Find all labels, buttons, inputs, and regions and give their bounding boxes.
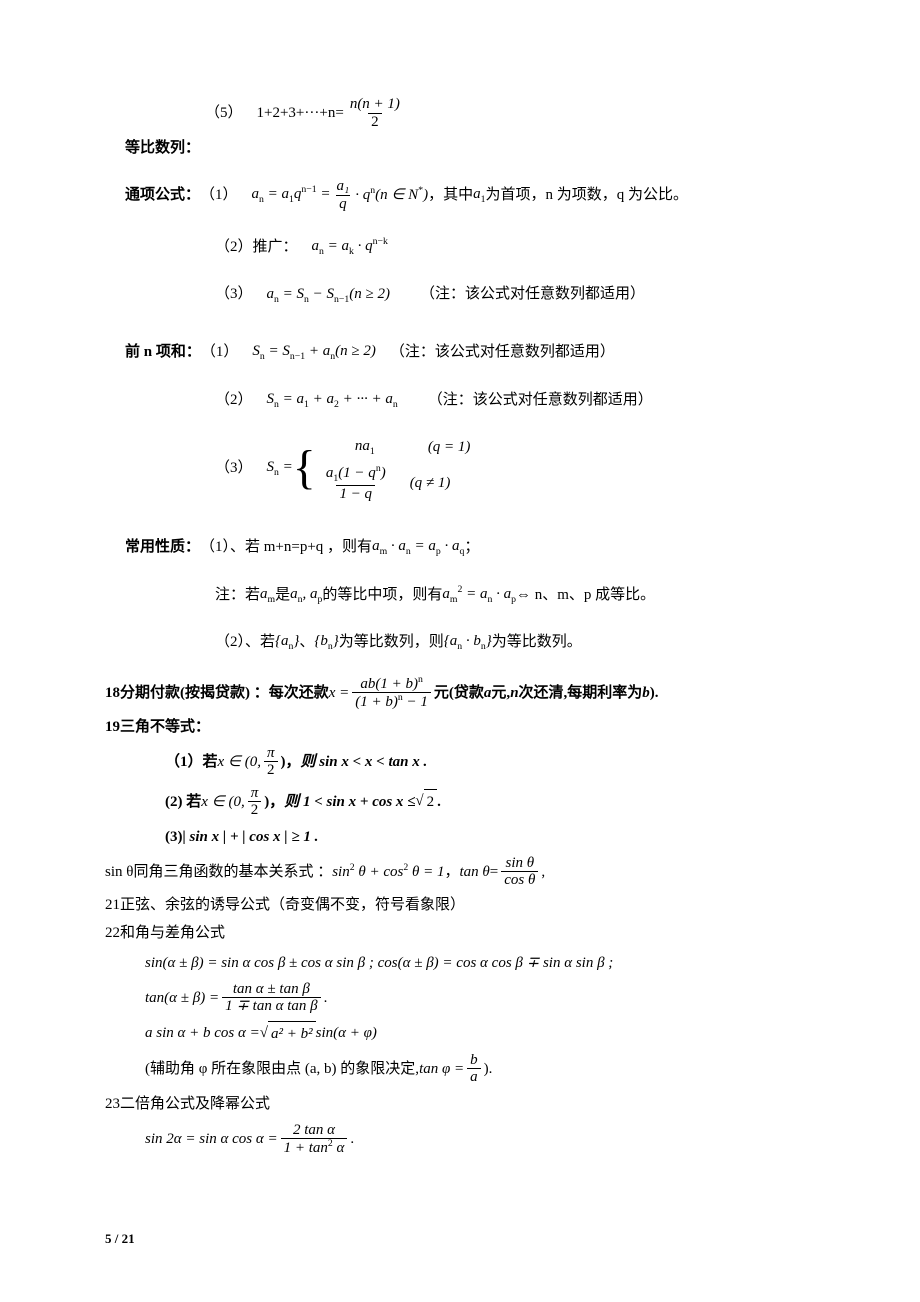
cases-brace: { na1 (q = 1) a1(1 − qn) 1 − q (q ≠ 1) bbox=[293, 434, 471, 502]
page-footer: 5 / 21 bbox=[0, 1231, 920, 1247]
label-head: 通项公式： bbox=[125, 183, 200, 207]
eq-sum-natural: （5） 1+2+3+···+n= n(n + 1) 2 bbox=[105, 96, 815, 130]
topic-20: sin θ 同角三角函数的基本关系式 ： sin2 θ + cos2 θ = 1… bbox=[105, 855, 815, 889]
geom-general-1: 通项公式： （1） an = a1qn−1 = a₁ q · qn (n ∈ N… bbox=[105, 178, 815, 212]
topic-22-line4: (辅助角 φ 所在象限由点 (a, b) 的象限决定, tan φ = ba )… bbox=[105, 1052, 815, 1086]
geom-sum-3: （3） Sn = { na1 (q = 1) a1(1 − qn) 1 − q … bbox=[105, 434, 815, 502]
topic-22: 22 和角与差角公式 bbox=[105, 921, 815, 945]
topic-19: 19 三角不等式： bbox=[105, 715, 815, 739]
topic-23-line1: sin 2α = sin α cos α = 2 tan α 1 + tan2 … bbox=[105, 1122, 815, 1157]
topic-19-1: （1）若 x ∈ (0, π2 )， 则 sin x < x < tan x . bbox=[105, 745, 815, 779]
topic-19-2: (2) 若 x ∈ (0, π2 )， 则 1 < sin x + cos x … bbox=[105, 785, 815, 819]
label: （5） bbox=[205, 101, 243, 125]
geom-general-2: （2）推广： an = ak · qn−k bbox=[105, 234, 815, 260]
geom-prop-1-note: 注：若 am 是 an, ap 的等比中项，则有 am2 = an · ap ⇔… bbox=[105, 582, 815, 608]
document-page: （5） 1+2+3+···+n= n(n + 1) 2 等比数列： 通项公式： … bbox=[0, 0, 920, 1203]
topic-22-line2: tan(α ± β) = tan α ± tan β1 ∓ tan α tan … bbox=[105, 981, 815, 1015]
topic-22-line3: a sin α + b cos α = √a² + b² sin(α + φ) bbox=[105, 1021, 815, 1046]
lhs: 1+2+3+···+n= bbox=[257, 101, 344, 125]
geom-sum-2: （2） Sn = a1 + a2 + ··· + an （注：该公式对任意数列都… bbox=[105, 387, 815, 413]
geom-prop-1: 常用性质： （1）、若 m+n=p+q ，则有 am · an = ap · a… bbox=[105, 534, 815, 560]
topic-19-3: (3) | sin x | + | cos x | ≥ 1 . bbox=[105, 825, 815, 849]
topic-18: 18 分期付款(按揭贷款) ： 每次还款 x = ab(1 + b)n (1 +… bbox=[105, 675, 815, 711]
geom-general-3: （3） an = Sn − Sn−1(n ≥ 2) （注：该公式对任意数列都适用… bbox=[105, 282, 815, 308]
geometric-title: 等比数列： bbox=[105, 136, 815, 160]
topic-23: 23 二倍角公式及降幂公式 bbox=[105, 1092, 815, 1116]
topic-21: 21 正弦、余弦的诱导公式（奇变偶不变，符号看象限） bbox=[105, 893, 815, 917]
topic-22-line1: sin(α ± β) = sin α cos β ± cos α sin β ;… bbox=[105, 951, 815, 975]
fraction: n(n + 1) 2 bbox=[347, 96, 403, 130]
geom-sum-1: 前 n 项和： （1） Sn = Sn−1 + an(n ≥ 2) （注：该公式… bbox=[105, 339, 815, 365]
geom-prop-2: （2）、若 {an} 、 {bn} 为等比数列，则 {an · bn} 为等比数… bbox=[105, 629, 815, 655]
